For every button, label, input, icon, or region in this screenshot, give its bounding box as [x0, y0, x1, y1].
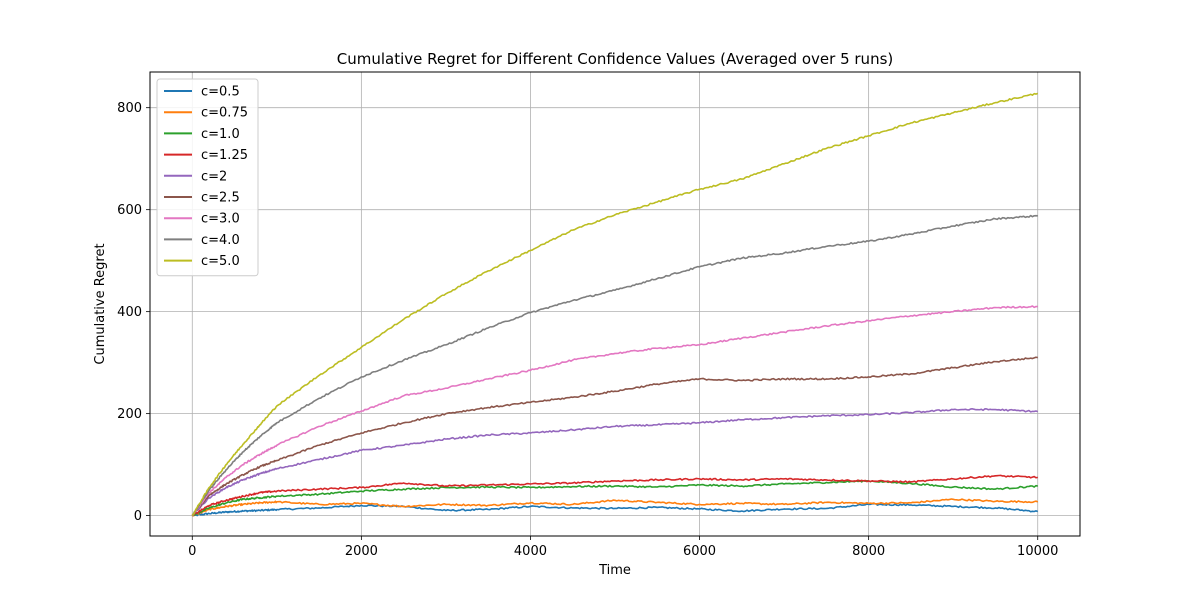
- x-tick-label: 8000: [852, 544, 885, 559]
- chart-title: Cumulative Regret for Different Confiden…: [337, 50, 894, 68]
- grid: [150, 72, 1080, 536]
- x-tick-label: 4000: [514, 544, 547, 559]
- legend-label: c=0.5: [201, 85, 240, 100]
- series-line-2: [192, 498, 1039, 517]
- legend-label: c=3.0: [201, 212, 240, 227]
- y-tick-label: 0: [134, 509, 142, 524]
- y-tick-label: 400: [117, 305, 142, 320]
- series-line-9: [191, 92, 1039, 517]
- x-axis-label: Time: [598, 563, 631, 578]
- y-tick-label: 600: [117, 203, 142, 218]
- y-tick-label: 200: [117, 407, 142, 422]
- series-line-6: [191, 356, 1038, 517]
- legend: c=0.5 c=0.75 c=1.0 c=1.25 c=2 c=2.5 c=3.0 c=4.0…: [156, 78, 259, 277]
- x-tick-label: 6000: [683, 544, 716, 559]
- legend-label: c=0.75: [201, 106, 248, 121]
- series-lines: [191, 92, 1039, 517]
- x-tick-label: 0: [188, 544, 196, 559]
- legend-label: c=4.0: [201, 233, 240, 248]
- x-tick-label: 2000: [345, 544, 378, 559]
- x-tick-label: 10000: [1017, 544, 1058, 559]
- series-line-8: [191, 214, 1038, 517]
- legend-label: c=1.0: [201, 127, 240, 142]
- legend-label: c=2.5: [201, 191, 240, 206]
- y-tick-label: 800: [117, 101, 142, 116]
- legend-label: c=1.25: [201, 148, 248, 163]
- series-line-5: [191, 408, 1038, 517]
- y-axis-label: Cumulative Regret: [93, 243, 108, 364]
- series-line-4: [191, 474, 1038, 517]
- legend-box: [156, 78, 259, 277]
- axis-ticks: 0 2000 4000 6000 8000 10000 0 200 400 600 800: [117, 101, 1058, 559]
- series-line-7: [191, 305, 1038, 517]
- legend-label: c=5.0: [201, 254, 240, 269]
- legend-label: c=2: [201, 169, 227, 184]
- plot-frame: [149, 71, 1081, 537]
